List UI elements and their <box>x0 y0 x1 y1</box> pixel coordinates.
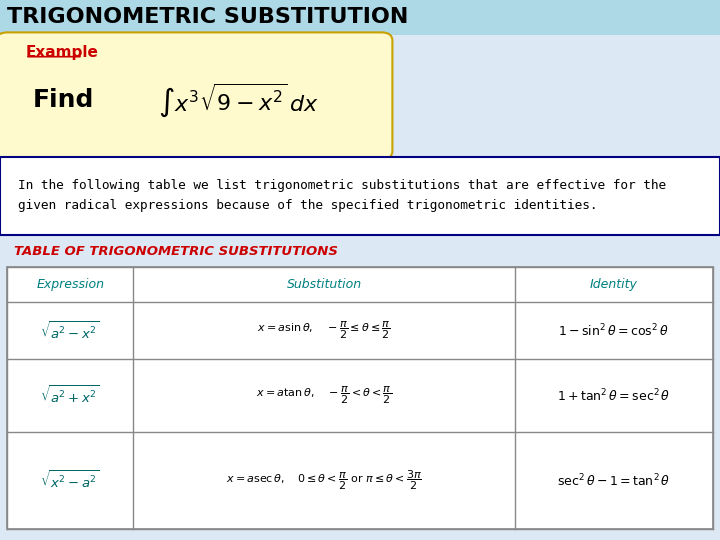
Text: Identity: Identity <box>590 278 638 292</box>
Text: $\sqrt{a^2 - x^2}$: $\sqrt{a^2 - x^2}$ <box>40 320 100 341</box>
Text: $\sqrt{a^2 + x^2}$: $\sqrt{a^2 + x^2}$ <box>40 385 100 406</box>
Text: In the following table we list trigonometric substitutions that are effective fo: In the following table we list trigonome… <box>18 179 666 212</box>
Text: $x = a \tan \theta, \quad -\dfrac{\pi}{2} < \theta < \dfrac{\pi}{2}$: $x = a \tan \theta, \quad -\dfrac{\pi}{2… <box>256 385 392 406</box>
Text: Expression: Expression <box>36 278 104 292</box>
Text: Example: Example <box>25 45 98 60</box>
Text: $\int x^3 \sqrt{9 - x^2}\, dx$: $\int x^3 \sqrt{9 - x^2}\, dx$ <box>158 81 319 119</box>
FancyBboxPatch shape <box>0 157 720 235</box>
FancyBboxPatch shape <box>0 0 720 35</box>
Text: $x = a \sin \theta, \quad -\dfrac{\pi}{2} \leq \theta \leq \dfrac{\pi}{2}$: $x = a \sin \theta, \quad -\dfrac{\pi}{2… <box>257 320 391 341</box>
Text: Find: Find <box>32 88 94 112</box>
Text: $x = a \sec \theta, \quad 0 \leq \theta < \dfrac{\pi}{2} \text{ or } \pi \leq \t: $x = a \sec \theta, \quad 0 \leq \theta … <box>226 469 422 492</box>
Bar <box>7 267 713 529</box>
Text: $1 + \tan^2\theta = \sec^2\theta$: $1 + \tan^2\theta = \sec^2\theta$ <box>557 387 670 404</box>
Text: $\sec^2\theta - 1 = \tan^2\theta$: $\sec^2\theta - 1 = \tan^2\theta$ <box>557 472 670 489</box>
FancyBboxPatch shape <box>0 32 392 159</box>
Text: $\sqrt{x^2 - a^2}$: $\sqrt{x^2 - a^2}$ <box>40 470 100 491</box>
Text: Substitution: Substitution <box>287 278 361 292</box>
Text: TRIGONOMETRIC SUBSTITUTION: TRIGONOMETRIC SUBSTITUTION <box>7 7 408 28</box>
Text: TABLE OF TRIGONOMETRIC SUBSTITUTIONS: TABLE OF TRIGONOMETRIC SUBSTITUTIONS <box>14 245 338 258</box>
Text: $1 - \sin^2\theta = \cos^2\theta$: $1 - \sin^2\theta = \cos^2\theta$ <box>559 322 669 339</box>
